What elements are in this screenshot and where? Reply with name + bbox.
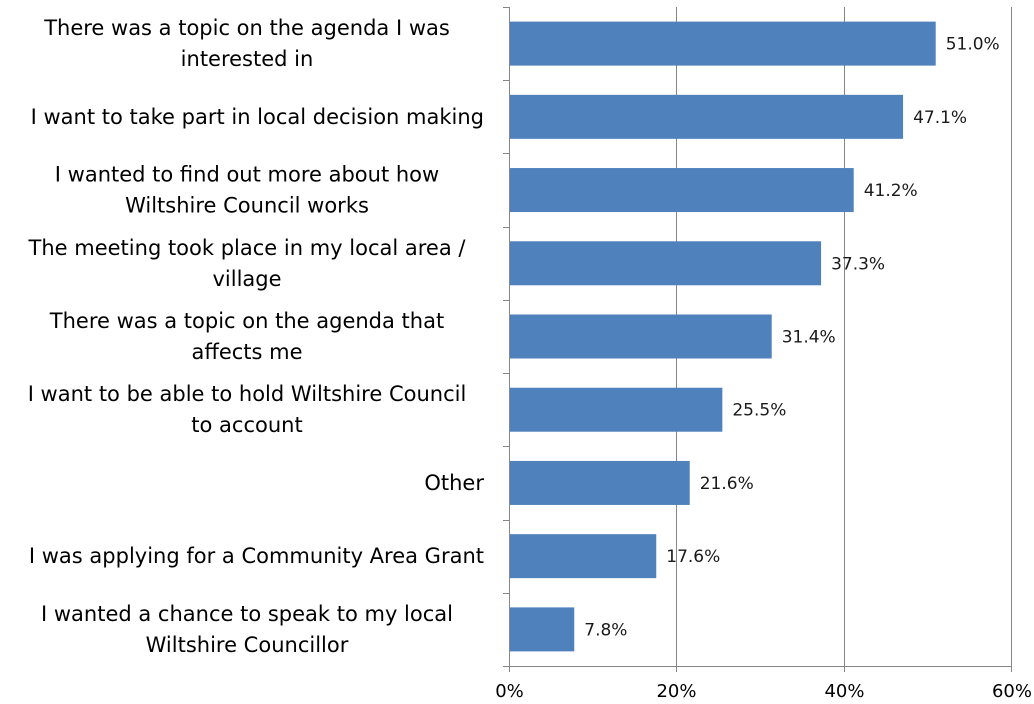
- data-label: 31.4%: [782, 328, 836, 348]
- category-label-line: Wiltshire Councillor: [146, 633, 349, 657]
- category-label: I wanted a chance to speak to my local Wi…: [41, 602, 453, 657]
- category-label-line: There was a topic on the agenda that: [49, 309, 444, 333]
- category-label-line: I wanted to find out more about how: [55, 163, 439, 187]
- category-label: I was applying for a Community Area Gran…: [29, 544, 484, 568]
- category-label-line: I want to be able to hold Wiltshire Coun…: [28, 382, 467, 406]
- category-label-line: Other: [424, 471, 484, 495]
- x-tick-label: 40%: [824, 681, 864, 702]
- x-tick-label: 60%: [992, 681, 1032, 702]
- category-label: I want to take part in local decision ma…: [31, 105, 484, 129]
- category-label-line: village: [212, 267, 281, 291]
- labels: 51.0% There was a topic on the agenda I w…: [28, 16, 1032, 702]
- data-label: 21.6%: [700, 474, 754, 494]
- data-label: 37.3%: [831, 254, 885, 274]
- x-tick-label: 20%: [656, 681, 696, 702]
- category-label-line: There was a topic on the agenda I was: [43, 16, 450, 40]
- data-label: 47.1%: [913, 108, 967, 128]
- category-label: I want to be able to hold Wiltshire Coun…: [28, 382, 467, 437]
- bar: [509, 387, 723, 432]
- category-label-line: The meeting took place in my local area …: [28, 236, 467, 260]
- category-label-line: interested in: [181, 47, 314, 71]
- category-label-line: I wanted a chance to speak to my local: [41, 602, 453, 626]
- category-label: The meeting took place in my local area …: [28, 236, 467, 291]
- bar: [509, 534, 657, 579]
- bars: [509, 21, 936, 652]
- bar: [509, 168, 854, 213]
- data-label: 41.2%: [864, 181, 918, 201]
- category-label: I wanted to find out more about how Wilts…: [55, 163, 439, 218]
- bar: [509, 460, 690, 505]
- category-label: There was a topic on the agenda I was int…: [43, 16, 450, 71]
- data-label: 51.0%: [946, 35, 1000, 55]
- category-label-line: affects me: [191, 340, 302, 364]
- data-label: 25.5%: [732, 401, 786, 421]
- category-label-line: to account: [191, 413, 302, 437]
- bar: [509, 314, 772, 359]
- data-label: 7.8%: [584, 620, 627, 640]
- category-label-line: I was applying for a Community Area Gran…: [29, 544, 484, 568]
- data-label: 17.6%: [666, 547, 720, 567]
- category-label-line: Wiltshire Council works: [125, 194, 369, 218]
- bar: [509, 94, 904, 139]
- category-label: There was a topic on the agenda that affe…: [49, 309, 444, 364]
- x-tick-label: 0%: [495, 681, 524, 702]
- category-label-line: I want to take part in local decision ma…: [31, 105, 484, 129]
- bar: [509, 21, 936, 66]
- bar: [509, 241, 822, 286]
- category-label: Other: [424, 471, 484, 495]
- axes: [503, 7, 1012, 672]
- bar: [509, 607, 575, 652]
